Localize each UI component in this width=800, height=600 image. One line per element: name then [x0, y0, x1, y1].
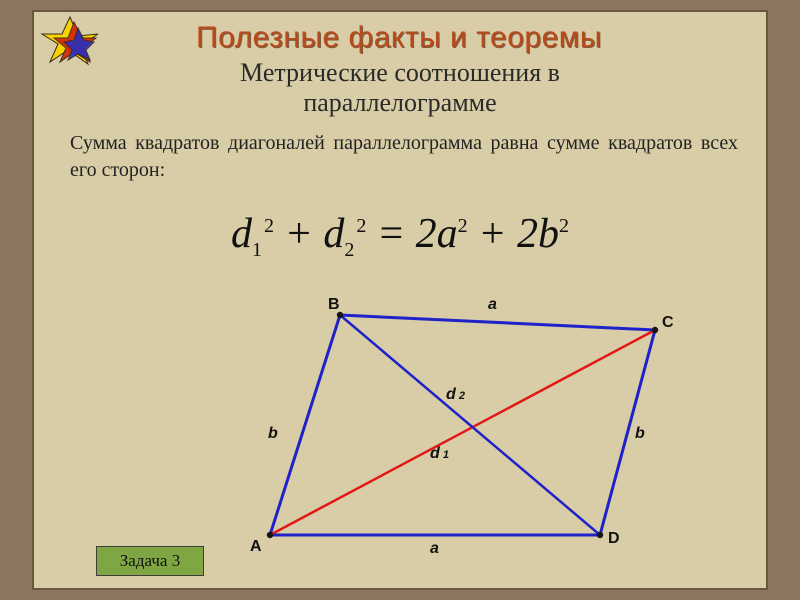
page-subtitle: Метрические соотношения в параллелограмм…	[32, 58, 768, 118]
edge-label: b	[268, 425, 278, 443]
edge-label: a	[430, 540, 439, 558]
vertex-label-b: B	[328, 296, 340, 314]
parallelogram-diagram: ABCDbabad 2d 1	[210, 290, 670, 555]
edge-label: b	[635, 425, 645, 443]
vertex-label-c: C	[662, 314, 674, 332]
edge-label: a	[488, 296, 497, 314]
task-button[interactable]: Задача 3	[96, 546, 204, 576]
vertex-label-d: D	[608, 530, 620, 548]
edge-label: d 2	[446, 386, 465, 404]
vertex-label-a: A	[250, 538, 262, 556]
formula: d12 + d22 = 2a2 + 2b2	[32, 210, 768, 262]
theorem-text: Сумма квадратов диагоналей параллелограм…	[70, 130, 738, 184]
edge-label: d 1	[430, 445, 449, 463]
